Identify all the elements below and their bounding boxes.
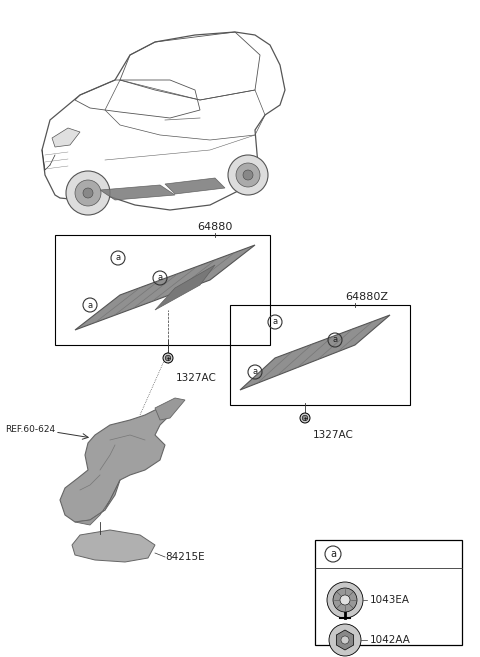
Polygon shape	[72, 530, 155, 562]
Text: a: a	[157, 273, 163, 283]
Circle shape	[340, 595, 350, 605]
Text: a: a	[330, 549, 336, 559]
Polygon shape	[165, 178, 225, 194]
Circle shape	[243, 170, 253, 180]
Polygon shape	[336, 630, 354, 650]
Text: 1043EA: 1043EA	[370, 595, 410, 605]
Polygon shape	[52, 128, 80, 147]
Bar	[55, 235, 270, 345]
Circle shape	[75, 180, 101, 206]
Text: 64880Z: 64880Z	[345, 292, 388, 302]
Circle shape	[300, 413, 310, 423]
Circle shape	[163, 353, 173, 363]
Circle shape	[83, 188, 93, 198]
Circle shape	[302, 415, 308, 420]
Polygon shape	[155, 398, 185, 420]
Polygon shape	[75, 480, 120, 525]
Polygon shape	[155, 265, 215, 310]
Text: a: a	[115, 254, 120, 263]
Text: 1042AA: 1042AA	[370, 635, 411, 645]
Text: a: a	[87, 300, 93, 309]
Text: 84215E: 84215E	[165, 552, 204, 562]
Circle shape	[327, 582, 363, 618]
Text: a: a	[273, 317, 277, 327]
Bar	[315, 540, 462, 645]
Circle shape	[329, 624, 361, 656]
Circle shape	[228, 155, 268, 195]
Circle shape	[165, 355, 171, 361]
Polygon shape	[100, 185, 175, 200]
Circle shape	[333, 588, 357, 612]
Polygon shape	[240, 315, 390, 390]
Text: 64880: 64880	[197, 222, 233, 232]
Circle shape	[236, 163, 260, 187]
Circle shape	[66, 171, 110, 215]
Circle shape	[341, 636, 349, 644]
Bar	[230, 305, 410, 405]
Text: a: a	[252, 367, 258, 376]
Text: 1327AC: 1327AC	[313, 430, 354, 440]
Text: a: a	[333, 336, 337, 344]
Polygon shape	[75, 245, 255, 330]
Polygon shape	[60, 408, 170, 522]
Text: 1327AC: 1327AC	[176, 373, 217, 383]
Text: REF.60-624: REF.60-624	[5, 426, 55, 434]
